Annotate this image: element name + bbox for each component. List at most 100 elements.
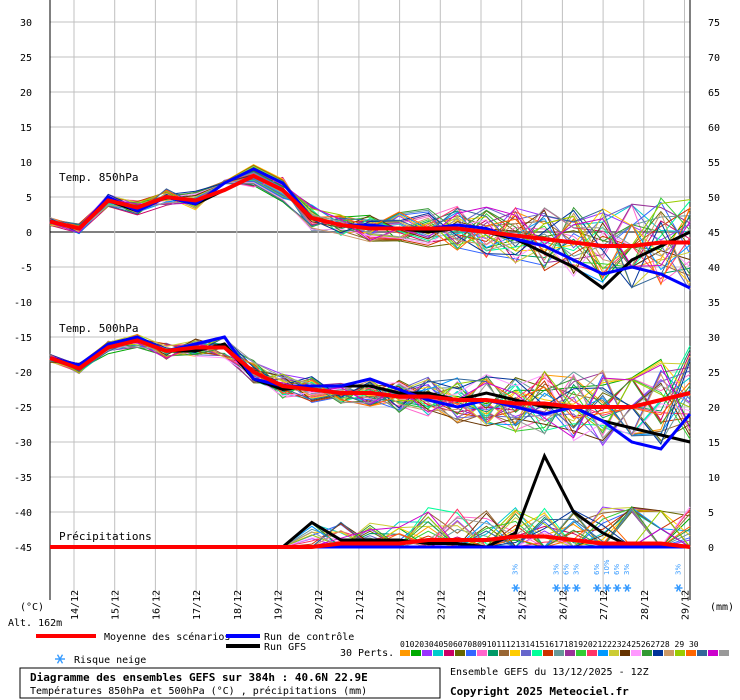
left-tick-label: -35 [14,473,32,484]
snow-risk-marker: 10% [603,559,612,592]
run-label: Ensemble GEFS du 13/12/2025 - 12Z [450,667,649,678]
snow-risk-marker: 6% [562,564,571,592]
perturbation-swatch [631,650,641,656]
x-tick-label: 15/12 [111,590,122,620]
snowflake-icon [573,584,580,592]
right-tick-label: 20 [708,403,720,414]
mean-line-500 [49,338,691,409]
x-tick-label: 18/12 [233,590,244,620]
snowflake-icon [675,584,682,592]
mean-line-precip [50,534,691,549]
snow-risk-label: 3% [675,564,683,575]
perturbation-swatch [675,650,685,656]
legend-snow-label: Risque neige [74,655,146,666]
perturbation-swatch [576,650,586,656]
left-tick-label: -20 [14,368,32,379]
x-tick-label: 21/12 [355,590,366,620]
right-tick-label: 60 [708,123,720,134]
right-tick-label: 15 [708,438,720,449]
member-line-850 [49,168,691,267]
snowflake-icon [513,584,519,592]
x-tick-label: 27/12 [599,590,610,620]
left-tick-label: 0 [26,228,32,239]
perts-label: 30 Perts. [340,648,394,659]
left-tick-label: 10 [20,158,32,169]
x-tick-label: 22/12 [396,590,407,620]
left-tick-label: -10 [14,298,32,309]
footer-title: Diagramme des ensembles GEFS sur 384h : … [30,671,368,684]
right-tick-label: 40 [708,263,720,274]
perturbation-swatch [554,650,564,656]
x-tick-label: 24/12 [477,590,488,620]
member-line-500 [49,342,691,439]
altitude-label: Alt. 162m [8,618,62,629]
perturbation-swatch [477,650,487,656]
perturbation-swatch [510,650,520,656]
snow-risk-marker: 3% [623,564,632,592]
snowflake-icon [604,584,610,592]
perturbation-swatch [642,650,652,656]
member-line-500 [49,335,691,446]
member-line-850 [49,176,691,257]
snow-risk-label: 10% [603,559,611,575]
snowflake-icon [614,584,620,592]
legend-gfs-label: Run GFS [264,642,306,653]
left-tick-label: -45 [14,543,32,554]
left-tick-label: -40 [14,508,32,519]
snow-risk-label: 3% [512,564,520,575]
perturbation-swatch [565,650,575,656]
legend-control-label: Run de contrôle [264,631,354,643]
left-tick-label: -5 [20,263,32,274]
right-tick-label: 35 [708,298,720,309]
left-tick-label: -15 [14,333,32,344]
snow-risk-marker: 3% [572,564,581,592]
right-tick-label: 75 [708,18,720,29]
mean-line-850 [49,173,690,248]
snow-risk-marker: 3% [511,564,520,592]
snow-risk-label: 3% [552,564,560,575]
left-tick-label: 20 [20,88,32,99]
member-line-850 [49,183,691,289]
footer-subtitle: Températures 850hPa et 500hPa (°C) , pré… [30,685,367,697]
snow-risk-markers: 3% 3% 6% 3% 6% 10% 6% 3% 3% [511,559,683,592]
left-tick-label: 15 [20,123,32,134]
right-tick-label: 10 [708,473,720,484]
left-unit: (°C) [20,602,44,613]
perturbation-swatch [422,650,432,656]
main-series [49,167,692,549]
precip-panel-label: Précipitations [59,530,152,543]
snow-risk-marker: 3% [674,564,683,592]
x-tick-label: 20/12 [314,590,325,620]
left-tick-label: -25 [14,403,32,414]
copyright: Copyright 2025 Meteociel.fr [450,685,629,698]
snowflake-icon [563,584,570,592]
x-tick-label: 25/12 [518,590,529,620]
snowflake-icon [55,654,65,664]
perturbation-swatch [411,650,421,656]
snowflake-icon [594,584,600,592]
right-tick-label: 70 [708,53,720,64]
perturbation-swatch [664,650,674,656]
perturbation-swatch [455,650,465,656]
perturbation-swatch [488,650,498,656]
perturbation-swatch [433,650,443,656]
perturbation-swatch [532,650,542,656]
footer-box [19,667,441,699]
perturbation-swatch [686,650,696,656]
member-line-500 [49,340,691,437]
perturbation-swatch [587,650,597,656]
snow-risk-label: 3% [623,564,631,575]
right-tick-label: 50 [708,193,720,204]
perturbation-swatch [466,650,476,656]
x-tick-label: 14/12 [70,590,81,620]
perturbation-swatch [444,650,454,656]
perturbation-swatch [697,650,707,656]
right-unit: (mm) [710,602,734,613]
snow-risk-label: 3% [572,564,580,575]
perturbation-swatches [400,650,729,656]
left-tick-label: 25 [20,53,32,64]
x-tick-label: 17/12 [192,590,203,620]
right-tick-label: 45 [708,228,720,239]
t500-panel-label: Temp. 500hPa [59,322,138,335]
